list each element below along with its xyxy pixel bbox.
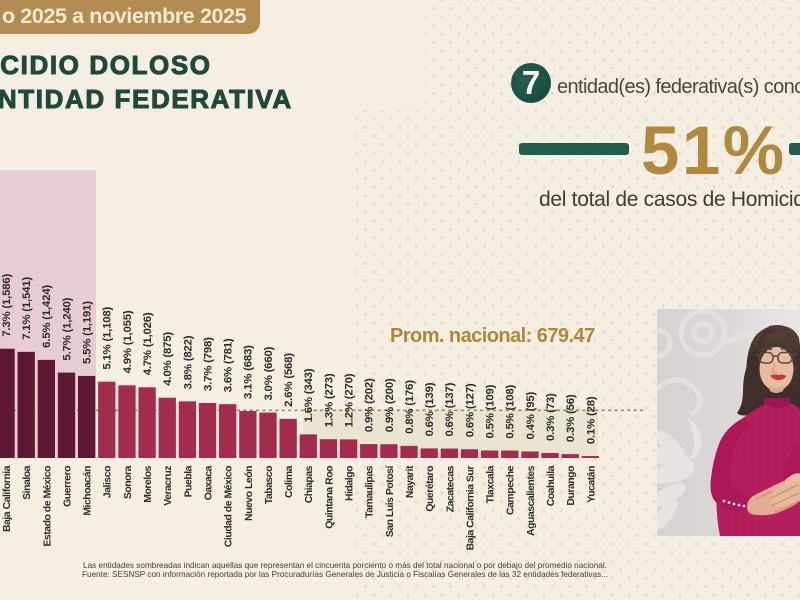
svg-text:3.7% (798): 3.7% (798) bbox=[202, 337, 214, 391]
svg-text:Colima: Colima bbox=[284, 465, 295, 498]
svg-text:0.5% (108): 0.5% (108) bbox=[505, 384, 517, 438]
svg-text:1.6% (343): 1.6% (343) bbox=[303, 368, 315, 422]
svg-text:Michoacán: Michoacán bbox=[83, 466, 94, 516]
svg-text:Yucatán: Yucatán bbox=[586, 466, 597, 503]
svg-text:Tamaulipas: Tamaulipas bbox=[365, 465, 376, 518]
svg-text:3.8% (822): 3.8% (822) bbox=[182, 335, 194, 389]
svg-text:Sonora: Sonora bbox=[123, 465, 134, 499]
svg-text:Puebla: Puebla bbox=[183, 465, 194, 497]
svg-text:Zacatecas: Zacatecas bbox=[445, 465, 456, 512]
svg-text:Ciudad de México: Ciudad de México bbox=[224, 466, 235, 547]
svg-text:0.3% (56): 0.3% (56) bbox=[565, 394, 577, 442]
svg-text:0.6% (139): 0.6% (139) bbox=[424, 382, 436, 436]
svg-text:Tabasco: Tabasco bbox=[264, 466, 275, 504]
svg-text:Nuevo León: Nuevo León bbox=[244, 466, 255, 521]
svg-text:0.6% (127): 0.6% (127) bbox=[464, 383, 476, 437]
svg-text:Quintana Roo: Quintana Roo bbox=[324, 466, 335, 529]
svg-text:5.5% (1,191): 5.5% (1,191) bbox=[82, 301, 94, 364]
svg-text:Aguascalientes: Aguascalientes bbox=[526, 465, 537, 536]
svg-text:0.9% (200): 0.9% (200) bbox=[384, 378, 396, 432]
svg-text:Hidalgo: Hidalgo bbox=[345, 466, 356, 501]
svg-text:Estado de México: Estado de México bbox=[42, 466, 53, 547]
svg-text:Tlaxcala: Tlaxcala bbox=[486, 465, 497, 503]
svg-text:4.9% (1,055): 4.9% (1,055) bbox=[122, 310, 134, 373]
svg-text:Baja California: Baja California bbox=[2, 465, 13, 532]
svg-text:6.5% (1,424): 6.5% (1,424) bbox=[41, 285, 53, 348]
svg-text:Oaxaca: Oaxaca bbox=[203, 465, 214, 500]
svg-text:3.1% (683): 3.1% (683) bbox=[243, 345, 255, 399]
svg-text:Chiapas: Chiapas bbox=[304, 465, 315, 503]
svg-text:0.1% (28): 0.1% (28) bbox=[585, 396, 597, 444]
svg-text:3.0% (660): 3.0% (660) bbox=[263, 346, 275, 400]
svg-text:Morelos: Morelos bbox=[143, 465, 154, 502]
svg-text:0.8% (176): 0.8% (176) bbox=[404, 380, 416, 434]
svg-text:Jalisco: Jalisco bbox=[103, 466, 114, 498]
svg-text:Coahuila: Coahuila bbox=[546, 465, 557, 506]
svg-text:Durango: Durango bbox=[566, 466, 577, 506]
svg-text:San Luis Potosí: San Luis Potosí bbox=[385, 464, 396, 537]
svg-text:Baja California Sur: Baja California Sur bbox=[465, 466, 476, 551]
svg-text:Sinaloa: Sinaloa bbox=[22, 465, 33, 499]
svg-text:0.4% (95): 0.4% (95) bbox=[525, 391, 537, 439]
svg-text:3.6% (781): 3.6% (781) bbox=[223, 338, 235, 392]
svg-text:4.7% (1,026): 4.7% (1,026) bbox=[142, 312, 154, 375]
svg-text:0.9% (202): 0.9% (202) bbox=[364, 378, 376, 432]
svg-text:7.3% (1,586): 7.3% (1,586) bbox=[1, 273, 13, 336]
svg-text:0.5% (109): 0.5% (109) bbox=[485, 384, 497, 438]
svg-text:Veracruz: Veracruz bbox=[163, 466, 174, 506]
svg-text:1.3% (273): 1.3% (273) bbox=[323, 373, 335, 427]
svg-text:Querétaro: Querétaro bbox=[425, 466, 436, 512]
svg-text:1.2% (270): 1.2% (270) bbox=[344, 373, 356, 427]
svg-text:Guerrero: Guerrero bbox=[62, 466, 73, 507]
svg-text:7.1% (1,541): 7.1% (1,541) bbox=[21, 277, 33, 340]
svg-text:Nayarit: Nayarit bbox=[405, 465, 416, 498]
svg-text:0.3% (73): 0.3% (73) bbox=[545, 393, 557, 441]
svg-text:2.6% (568): 2.6% (568) bbox=[283, 353, 295, 407]
svg-text:Campeche: Campeche bbox=[506, 465, 517, 515]
svg-text:5.1% (1,108): 5.1% (1,108) bbox=[102, 306, 114, 369]
svg-text:5.7% (1,240): 5.7% (1,240) bbox=[61, 297, 73, 360]
svg-text:0.6% (137): 0.6% (137) bbox=[444, 382, 456, 436]
svg-text:4.0% (875): 4.0% (875) bbox=[162, 332, 174, 386]
